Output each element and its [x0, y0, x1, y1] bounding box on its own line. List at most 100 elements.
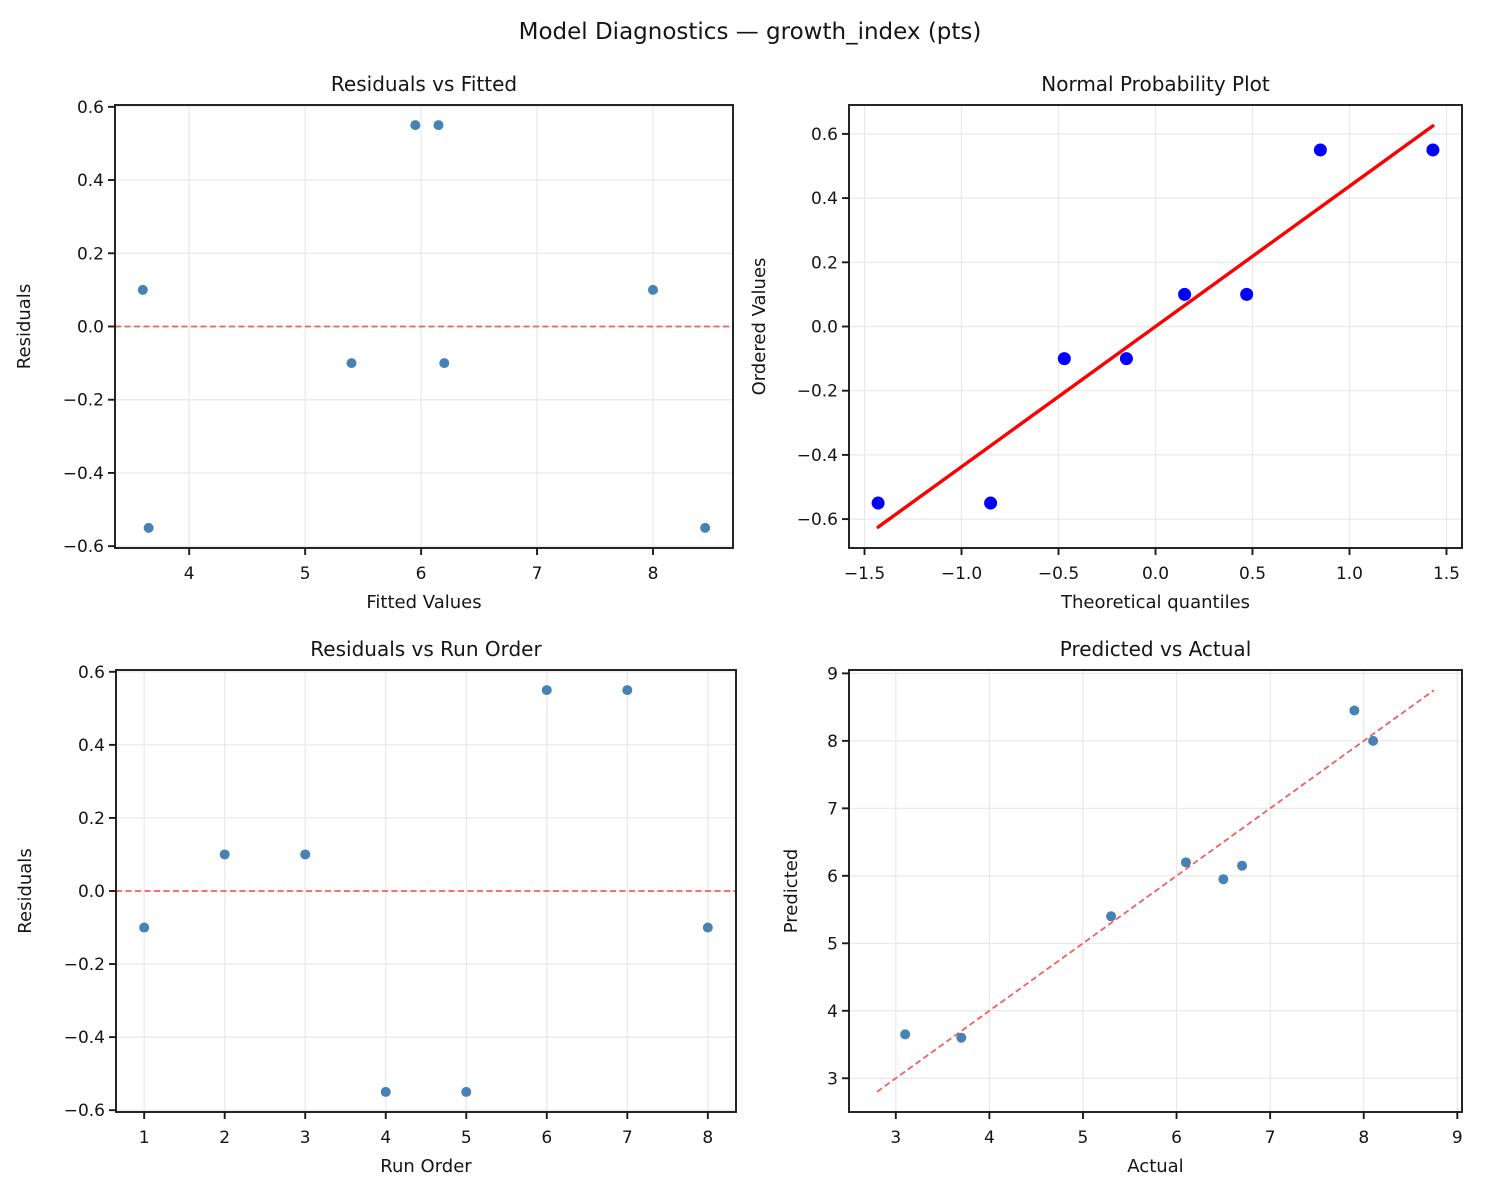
data-point: [433, 120, 444, 131]
x-tick-label: 8: [648, 564, 659, 584]
y-tick-label: 0.2: [78, 809, 105, 829]
data-point: [1349, 705, 1360, 716]
data-point: [622, 685, 633, 696]
x-tick-label: 4: [380, 1128, 391, 1148]
panel-normal-probability: −1.5 −1.0 −0.5 0.0 0.5 1.0 1.5 −0.6 −0.4 −0.2 0.0 0…: [749, 72, 1463, 613]
data-point: [300, 849, 311, 860]
x-axis-label: Fitted Values: [366, 592, 481, 613]
x-tick-label: 5: [461, 1128, 472, 1148]
plot-title: Residuals vs Fitted: [331, 72, 517, 96]
figure-suptitle: Model Diagnostics — growth_index (pts): [518, 19, 982, 45]
x-tick-label: 7: [1265, 1128, 1276, 1148]
data-point: [346, 358, 357, 369]
x-tick-label: 6: [416, 564, 427, 584]
y-tick-label: −0.4: [64, 1028, 105, 1048]
y-tick-label: −0.2: [63, 391, 104, 411]
data-point: [137, 284, 148, 295]
x-axis-label: Actual: [1127, 1156, 1183, 1177]
x-tick-label: 1.5: [1433, 564, 1460, 584]
y-tick-label: 0.4: [77, 171, 104, 191]
plot-title: Residuals vs Run Order: [310, 637, 542, 661]
y-tick-label: −0.6: [64, 1101, 105, 1121]
x-tick-label: 3: [300, 1128, 311, 1148]
y-tick-label: 0.6: [77, 98, 104, 118]
data-point: [1106, 911, 1117, 922]
data-point: [461, 1086, 472, 1097]
x-tick-label: 7: [622, 1128, 633, 1148]
axes-spines: [848, 669, 1463, 1113]
x-tick-label: 2: [219, 1128, 230, 1148]
y-tick-label: 7: [827, 799, 838, 819]
data-point: [700, 522, 711, 533]
panel-predicted-vs-actual: 3 4 5 6 7 8 9 3 4 5 6 7 8 9 Predicted vs Actual Actual P…: [781, 637, 1463, 1177]
y-tick-label: 0.0: [78, 882, 105, 902]
panel-residuals-vs-run-order: 1 2 3 4 5 6 7 8 −0.6 −0.4 −0.2 0.0 0.2 0.4 0.6 Residual…: [15, 637, 737, 1177]
data-point: [702, 922, 713, 933]
y-axis-label: Predicted: [781, 849, 802, 934]
x-tick-label: 6: [541, 1128, 552, 1148]
x-tick-label: 0.5: [1239, 564, 1266, 584]
y-tick-label: 0.6: [811, 125, 838, 145]
x-tick-label: 5: [1078, 1128, 1089, 1148]
x-tick-label: −1.0: [941, 564, 982, 584]
data-point: [1313, 143, 1327, 157]
data-point: [1368, 735, 1379, 746]
identity-reference-line: [876, 689, 1435, 1093]
y-tick-label: 3: [827, 1069, 838, 1089]
x-tick-label: 4: [984, 1128, 995, 1148]
data-point: [139, 922, 150, 933]
y-tick-label: −0.6: [63, 537, 104, 557]
data-point: [1119, 352, 1133, 366]
x-tick-label: 7: [532, 564, 543, 584]
plot-title: Normal Probability Plot: [1041, 72, 1270, 96]
x-tick-label: 3: [890, 1128, 901, 1148]
x-axis-label: Run Order: [380, 1156, 472, 1177]
data-point: [380, 1086, 391, 1097]
data-point: [956, 1032, 967, 1043]
y-tick-label: 4: [827, 1002, 838, 1022]
x-tick-label: 6: [1171, 1128, 1182, 1148]
y-tick-label: 0.0: [811, 318, 838, 338]
x-tick-label: 4: [184, 564, 195, 584]
data-point: [1178, 287, 1192, 301]
y-tick-label: 0.4: [78, 736, 105, 756]
data-point: [439, 358, 450, 369]
data-point: [219, 849, 230, 860]
x-tick-label: −0.5: [1038, 564, 1079, 584]
y-axis-label: Residuals: [14, 284, 35, 369]
y-tick-label: 0.6: [78, 663, 105, 683]
y-tick-label: 0.2: [77, 244, 104, 264]
panel-residuals-vs-fitted: 4 5 6 7 8 −0.6 −0.4 −0.2 0.0 0.2 0.4 0.6 Residuals v…: [14, 72, 734, 613]
data-point: [410, 120, 421, 131]
data-point: [1218, 874, 1229, 885]
x-tick-label: 1: [139, 1128, 150, 1148]
data-point: [647, 284, 658, 295]
x-axis-label: Theoretical quantiles: [1060, 592, 1250, 613]
y-tick-label: −0.2: [64, 955, 105, 975]
data-point: [1237, 860, 1248, 871]
data-point: [1240, 287, 1254, 301]
data-point: [1057, 352, 1071, 366]
y-tick-label: 0.4: [811, 189, 838, 209]
y-tick-label: 0.2: [811, 253, 838, 273]
data-point: [1180, 857, 1191, 868]
y-tick-label: 9: [827, 664, 838, 684]
y-axis-label: Ordered Values: [749, 258, 770, 396]
y-tick-label: −0.6: [797, 510, 838, 530]
y-axis-label: Residuals: [15, 848, 36, 933]
plot-title: Predicted vs Actual: [1060, 637, 1252, 661]
x-tick-label: 1.0: [1336, 564, 1363, 584]
probplot-fit-line: [876, 124, 1435, 529]
data-point: [143, 522, 154, 533]
y-tick-label: 0.0: [77, 318, 104, 338]
x-tick-label: 9: [1452, 1128, 1463, 1148]
data-point: [984, 496, 998, 510]
data-point: [900, 1029, 911, 1040]
x-tick-label: 8: [1358, 1128, 1369, 1148]
y-tick-label: −0.4: [63, 464, 104, 484]
y-tick-label: 5: [827, 934, 838, 954]
y-tick-label: −0.2: [797, 382, 838, 402]
y-tick-label: 8: [827, 732, 838, 752]
x-tick-label: 0.0: [1142, 564, 1169, 584]
